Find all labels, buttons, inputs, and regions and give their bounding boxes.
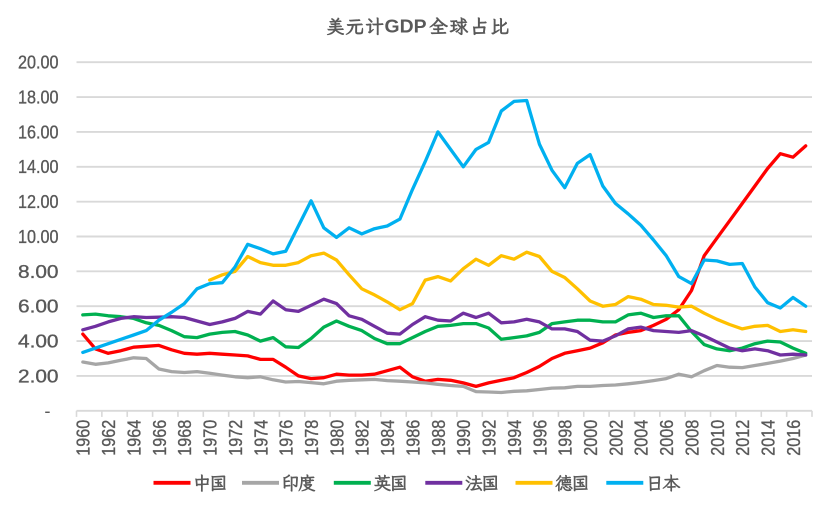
- svg-text:2014: 2014: [759, 420, 779, 456]
- svg-text:1990: 1990: [454, 420, 474, 456]
- svg-text:1968: 1968: [175, 420, 195, 456]
- svg-text:18.00: 18.00: [18, 87, 59, 108]
- svg-text:1972: 1972: [226, 420, 246, 456]
- svg-text:1998: 1998: [556, 420, 576, 456]
- svg-text:1976: 1976: [277, 420, 297, 456]
- svg-text:1982: 1982: [353, 420, 373, 456]
- svg-text:14.00: 14.00: [18, 156, 59, 177]
- svg-text:2006: 2006: [657, 420, 677, 456]
- svg-text:2010: 2010: [708, 420, 728, 456]
- svg-text:1978: 1978: [302, 420, 322, 456]
- svg-text:1964: 1964: [125, 420, 145, 456]
- svg-text:6.00: 6.00: [18, 296, 59, 317]
- svg-text:1962: 1962: [99, 420, 119, 456]
- svg-text:12.00: 12.00: [18, 191, 59, 212]
- svg-text:20.00: 20.00: [18, 52, 59, 73]
- svg-text:1986: 1986: [403, 420, 423, 456]
- svg-text:1974: 1974: [251, 420, 271, 456]
- svg-text:2.00: 2.00: [18, 365, 59, 386]
- svg-text:4.00: 4.00: [18, 331, 59, 352]
- svg-text:1988: 1988: [429, 420, 449, 456]
- svg-text:1966: 1966: [150, 420, 170, 456]
- svg-text:8.00: 8.00: [18, 261, 59, 282]
- svg-text:GDP: GDP: [385, 17, 427, 37]
- svg-text:2002: 2002: [606, 420, 626, 456]
- svg-text:1970: 1970: [201, 420, 221, 456]
- svg-text:2008: 2008: [682, 420, 702, 456]
- svg-text:1984: 1984: [378, 420, 398, 456]
- svg-text:2012: 2012: [733, 420, 753, 456]
- svg-text:1992: 1992: [480, 420, 500, 456]
- svg-text:2004: 2004: [632, 420, 652, 456]
- svg-text:2016: 2016: [784, 420, 804, 456]
- svg-text:1960: 1960: [74, 420, 94, 456]
- svg-text:2000: 2000: [581, 420, 601, 456]
- svg-text:1996: 1996: [530, 420, 550, 456]
- svg-text:16.00: 16.00: [18, 121, 59, 142]
- svg-text:-: -: [44, 400, 50, 421]
- svg-text:10.00: 10.00: [18, 226, 59, 247]
- svg-text:1980: 1980: [327, 420, 347, 456]
- svg-text:1994: 1994: [505, 420, 525, 456]
